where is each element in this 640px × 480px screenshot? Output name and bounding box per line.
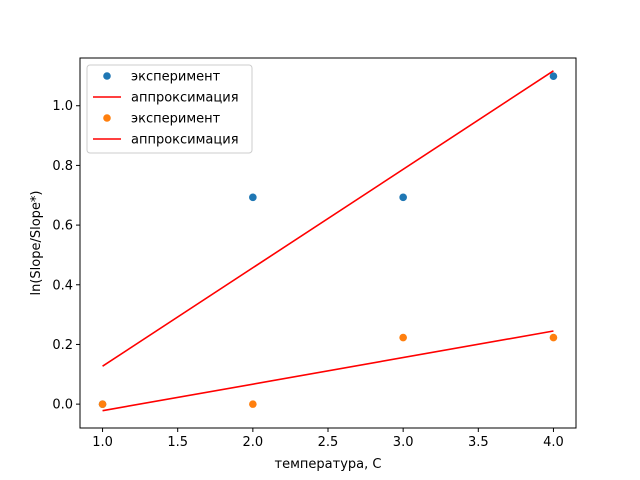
y-tick-label: 0.4 <box>52 278 73 293</box>
y-tick-label: 0.6 <box>52 219 73 234</box>
series-3-fit-line <box>102 330 554 412</box>
x-tick-label: 3.0 <box>393 435 414 450</box>
y-tick-label: 0.0 <box>52 398 73 413</box>
y-tick-label: 0.8 <box>52 159 73 174</box>
legend-entry-label: эксперимент <box>131 112 221 127</box>
legend-point-swatch <box>103 114 111 122</box>
x-tick-label: 3.5 <box>468 435 489 450</box>
series-1-fit-line <box>102 70 554 367</box>
y-axis-label: ln(Slope/Slope*) <box>29 190 44 295</box>
y-tick-label: 0.2 <box>52 338 73 353</box>
series-2-point <box>249 400 257 408</box>
axes: 1.0 1.5 2.0 2.5 3.0 3.5 4.0 0.0 0.2 0.4 0.6 0.8 1.0 <box>52 57 577 450</box>
legend-entry-label: аппроксимация <box>131 133 239 148</box>
x-tick-label: 1.5 <box>167 435 188 450</box>
legend-point-swatch <box>103 72 111 80</box>
x-tick-label: 2.5 <box>318 435 339 450</box>
legend-box <box>86 64 253 154</box>
series-0-point <box>249 193 257 202</box>
series-0-point <box>399 193 407 202</box>
x-tick-label: 2.0 <box>243 435 264 450</box>
x-tick-label: 4.0 <box>543 435 564 450</box>
series-2-point <box>549 333 558 342</box>
x-axis-label: температура, C <box>275 457 382 472</box>
legend-entry-label: эксперимент <box>131 70 221 85</box>
chart-marks <box>98 70 558 412</box>
series-2-point <box>98 400 107 408</box>
x-tick-label: 1.0 <box>92 435 113 450</box>
series-2-point <box>399 333 407 342</box>
legend-entry-label: аппроксимация <box>131 91 239 106</box>
series-0-point <box>549 72 558 80</box>
y-tick-label: 1.0 <box>52 99 73 114</box>
legend: эксперимент аппроксимация эксперимент аппро… <box>86 64 253 154</box>
